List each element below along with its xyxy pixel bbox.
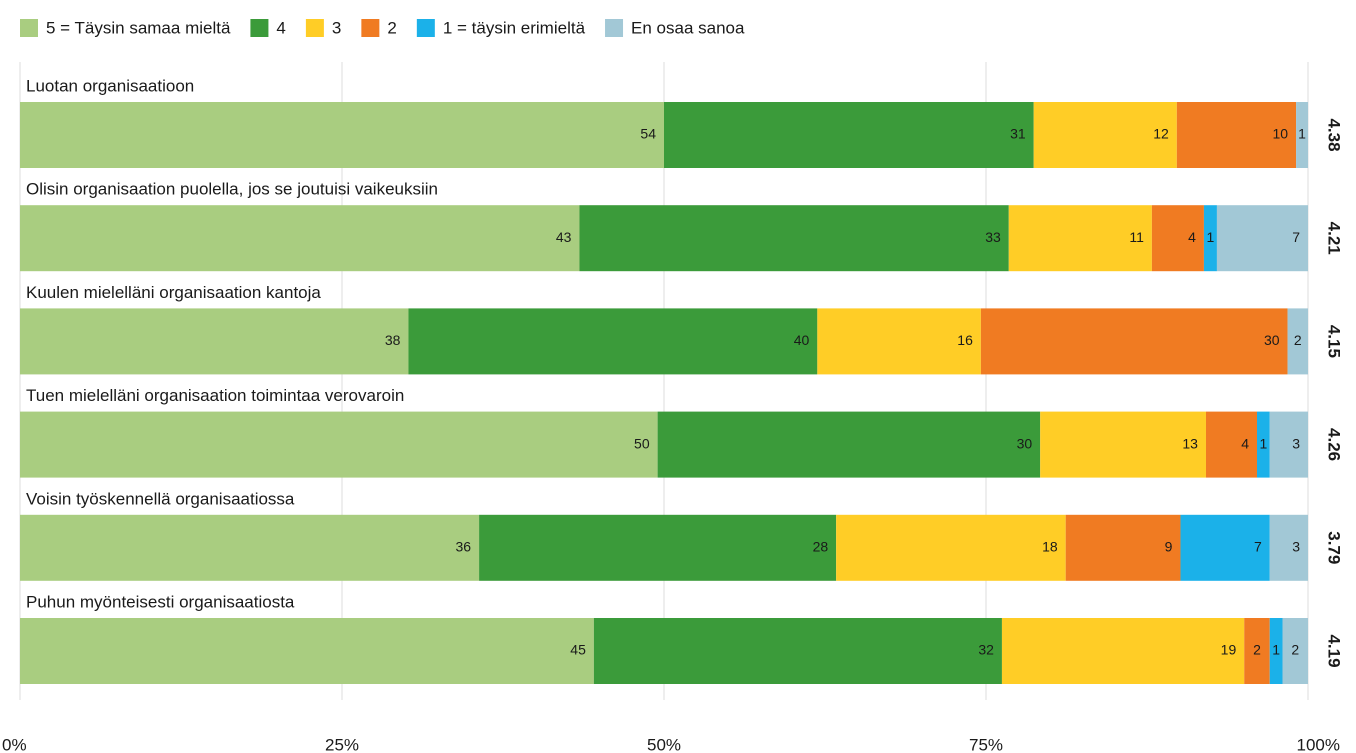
average-label: 4.19 bbox=[1325, 634, 1344, 667]
data-label: 30 bbox=[1264, 332, 1280, 348]
row-label: Voisin työskennellä organisaatiossa bbox=[26, 489, 295, 508]
bar-segment bbox=[20, 618, 594, 684]
legend-swatch bbox=[305, 19, 324, 37]
x-tick-label: 50% bbox=[647, 735, 681, 753]
bar-segment bbox=[657, 411, 1041, 478]
average-label: 4.21 bbox=[1325, 222, 1344, 255]
bar-segment bbox=[1151, 205, 1204, 272]
data-label: 50 bbox=[634, 435, 650, 451]
bar-segment bbox=[1296, 102, 1308, 168]
bar-segment bbox=[1269, 411, 1308, 478]
bar-segment bbox=[20, 514, 480, 581]
bar-segment bbox=[836, 514, 1066, 581]
bar-segment bbox=[1203, 205, 1217, 272]
row-label: Tuen mielelläni organisaation toimintaa … bbox=[26, 386, 404, 405]
data-label: 30 bbox=[1017, 435, 1033, 451]
bar-segment bbox=[593, 618, 1002, 684]
data-label: 43 bbox=[556, 229, 572, 245]
data-label: 54 bbox=[640, 126, 656, 142]
legend-label: 5 = Täysin samaa mieltä bbox=[46, 18, 231, 37]
legend-swatch bbox=[605, 19, 624, 37]
bar-segment bbox=[1282, 618, 1308, 684]
data-label: 13 bbox=[1182, 435, 1198, 451]
data-label: 7 bbox=[1254, 539, 1262, 555]
bar-segment bbox=[20, 308, 409, 375]
row-label: Olisin organisaation puolella, jos se jo… bbox=[26, 180, 438, 199]
average-label: 3.79 bbox=[1325, 531, 1344, 564]
data-label: 12 bbox=[1153, 126, 1169, 142]
data-label: 4 bbox=[1188, 229, 1196, 245]
bar-segment bbox=[479, 514, 837, 581]
bar-segment bbox=[20, 411, 658, 478]
data-label: 2 bbox=[1253, 642, 1261, 658]
data-label: 19 bbox=[1221, 642, 1237, 658]
data-label: 36 bbox=[456, 539, 472, 555]
bar-segment bbox=[1244, 618, 1270, 684]
bar-segment bbox=[1205, 411, 1257, 478]
x-tick-label: 0% bbox=[2, 735, 27, 753]
legend-label: 3 bbox=[332, 18, 341, 37]
bar-segment bbox=[1256, 411, 1270, 478]
data-label: 28 bbox=[813, 539, 829, 555]
bar-segment bbox=[817, 308, 981, 375]
data-label: 4 bbox=[1241, 435, 1249, 451]
data-label: 10 bbox=[1272, 126, 1288, 142]
row-label: Puhun myönteisesti organisaatiosta bbox=[26, 592, 295, 611]
legend-label: 4 bbox=[276, 18, 285, 37]
bar-segment bbox=[1001, 618, 1245, 684]
data-label: 1 bbox=[1272, 642, 1280, 658]
data-label: 40 bbox=[794, 332, 810, 348]
bar-segment bbox=[1040, 411, 1206, 478]
data-label: 18 bbox=[1042, 539, 1058, 555]
data-label: 1 bbox=[1298, 126, 1306, 142]
data-label: 16 bbox=[957, 332, 973, 348]
legend-label: 2 bbox=[387, 18, 396, 37]
x-tick-label: 100% bbox=[1297, 735, 1340, 753]
bar-segment bbox=[664, 102, 1034, 168]
average-label: 4.26 bbox=[1325, 428, 1344, 461]
bar-segment bbox=[1269, 618, 1283, 684]
legend-swatch bbox=[416, 19, 435, 37]
bar-segment bbox=[408, 308, 818, 375]
data-label: 1 bbox=[1259, 435, 1267, 451]
data-label: 33 bbox=[985, 229, 1001, 245]
bar-segment bbox=[1269, 514, 1308, 581]
data-label: 11 bbox=[1129, 229, 1144, 245]
data-label: 3 bbox=[1292, 435, 1300, 451]
bar-segment bbox=[1065, 514, 1181, 581]
x-tick-label: 25% bbox=[325, 735, 359, 753]
legend-label: 1 = täysin erimieltä bbox=[443, 18, 586, 37]
legend-swatch bbox=[250, 19, 269, 37]
data-label: 45 bbox=[570, 642, 586, 658]
bar-segment bbox=[1180, 514, 1270, 581]
bar-segment bbox=[579, 205, 1009, 272]
average-label: 4.38 bbox=[1325, 118, 1344, 151]
bar-segment bbox=[1033, 102, 1177, 168]
data-label: 32 bbox=[978, 642, 994, 658]
x-tick-label: 75% bbox=[969, 735, 1003, 753]
bar-segment bbox=[1216, 205, 1308, 272]
bar-segment bbox=[1287, 308, 1308, 375]
bar-segment bbox=[1008, 205, 1152, 272]
data-label: 2 bbox=[1294, 332, 1302, 348]
row-label: Luotan organisaatioon bbox=[26, 76, 194, 95]
data-label: 38 bbox=[385, 332, 401, 348]
bar-segment bbox=[980, 308, 1288, 375]
bar-segment bbox=[1176, 102, 1297, 168]
data-label: 1 bbox=[1207, 229, 1215, 245]
bar-segment bbox=[20, 102, 664, 168]
data-label: 7 bbox=[1292, 229, 1300, 245]
data-label: 9 bbox=[1165, 539, 1173, 555]
bar-segment bbox=[20, 205, 580, 272]
data-label: 31 bbox=[1010, 126, 1026, 142]
data-label: 2 bbox=[1291, 642, 1299, 658]
row-label: Kuulen mielelläni organisaation kantoja bbox=[26, 283, 321, 302]
average-label: 4.15 bbox=[1325, 325, 1344, 358]
legend-swatch bbox=[361, 19, 380, 37]
data-label: 3 bbox=[1292, 539, 1300, 555]
legend-label: En osaa sanoa bbox=[631, 18, 745, 37]
legend-swatch bbox=[20, 19, 38, 37]
